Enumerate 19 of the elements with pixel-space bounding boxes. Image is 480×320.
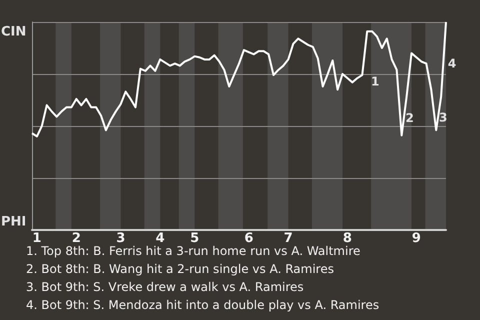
x-tick-label: 8 — [342, 231, 352, 246]
text: PHI — [1, 214, 26, 230]
x-tick-label: 1 — [32, 231, 42, 246]
text: 1. Top 8th: B. Ferris hit a 3-run home run vs A. Waltmire — [26, 244, 360, 258]
text: 2. Bot 8th: B. Wang hit a 2-run single vs A. Ramires — [26, 262, 334, 276]
annotation: 3 — [438, 110, 448, 125]
text: 4. Bot 9th: S. Mendoza hit into a double play vs A. Ramires — [26, 298, 380, 312]
x-tick-label: 7 — [284, 231, 293, 246]
x-tick-label: 2 — [72, 231, 81, 246]
x-tick-label: 9 — [412, 231, 421, 246]
annotation: 1 — [370, 74, 380, 89]
x-tick-label: 6 — [244, 231, 254, 246]
x-tick-label: 3 — [116, 231, 126, 246]
text: 4 — [448, 56, 456, 71]
text: 3. Bot 9th: S. Vreke drew a walk vs A. Ramires — [26, 280, 304, 294]
x-tick-label: 5 — [190, 231, 200, 246]
annotation: 2 — [405, 111, 414, 125]
text: CIN — [1, 24, 26, 40]
x-tick-label: 4 — [156, 231, 165, 246]
